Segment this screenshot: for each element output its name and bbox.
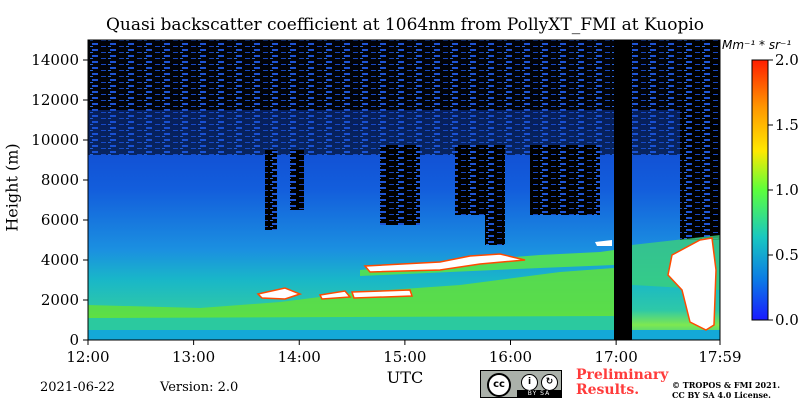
copyright-line2: CC BY SA 4.0 License. — [672, 390, 771, 400]
preliminary-line1: Preliminary — [576, 367, 669, 383]
colorbar-tick-label: 0.5 — [775, 246, 799, 264]
x-axis-label: UTC — [386, 368, 424, 387]
preliminary-notice: Preliminary Results. — [576, 368, 668, 398]
y-tick-label: 8000 — [41, 171, 79, 189]
y-axis-label: Height (m) — [2, 143, 22, 232]
y-tick-label: 4000 — [41, 251, 79, 269]
cc-license-logo: cc i ↻ BY SA — [480, 370, 562, 398]
colorbar-unit: Mm⁻¹ * sr⁻¹ — [722, 38, 792, 52]
footer-date: 2021-06-22 — [40, 380, 115, 395]
x-tick-label: 16:00 — [489, 348, 532, 366]
x-tick-label: 13:00 — [172, 348, 215, 366]
colorbar-tick-label: 1.5 — [775, 116, 799, 134]
x-tick-label: 17:00 — [595, 348, 638, 366]
x-tick-label: 12:00 — [66, 348, 109, 366]
y-tick-label: 0 — [69, 331, 79, 349]
y-tick-label: 14000 — [31, 51, 79, 69]
backscatter-heatmap — [88, 40, 720, 340]
preliminary-line2: Results. — [576, 382, 640, 398]
colorbar-tick-label: 0.0 — [775, 311, 799, 329]
license-strip: BY SA — [517, 390, 561, 397]
y-tick-label: 10000 — [31, 131, 79, 149]
y-axis: 0 2000 4000 6000 8000 10000 12000 14000 — [31, 51, 88, 349]
by-icon: i — [521, 374, 538, 391]
x-tick-label: 15:00 — [383, 348, 426, 366]
colorbar-ticks: 0.0 0.5 1.0 1.5 2.0 — [768, 51, 799, 329]
y-tick-label: 6000 — [41, 211, 79, 229]
y-tick-label: 12000 — [31, 91, 79, 109]
x-tick-label: 14:00 — [278, 348, 321, 366]
y-tick-label: 2000 — [41, 291, 79, 309]
plot-frame — [87, 39, 721, 341]
footer-version: Version: 2.0 — [160, 380, 239, 395]
copyright-notice: © TROPOS & FMI 2021. CC BY SA 4.0 Licens… — [672, 380, 780, 400]
colorbar — [751, 59, 769, 321]
x-axis: 12:00 13:00 14:00 15:00 16:00 17:00 17:59 — [66, 340, 742, 366]
copyright-line1: © TROPOS & FMI 2021. — [672, 380, 781, 390]
chart-title: Quasi backscatter coefficient at 1064nm … — [105, 15, 705, 35]
x-tick-label: 17:59 — [698, 348, 741, 366]
sa-icon: ↻ — [541, 374, 558, 391]
colorbar-tick-label: 1.0 — [775, 181, 799, 199]
colorbar-tick-label: 2.0 — [775, 51, 799, 69]
cc-icon: cc — [487, 373, 511, 397]
